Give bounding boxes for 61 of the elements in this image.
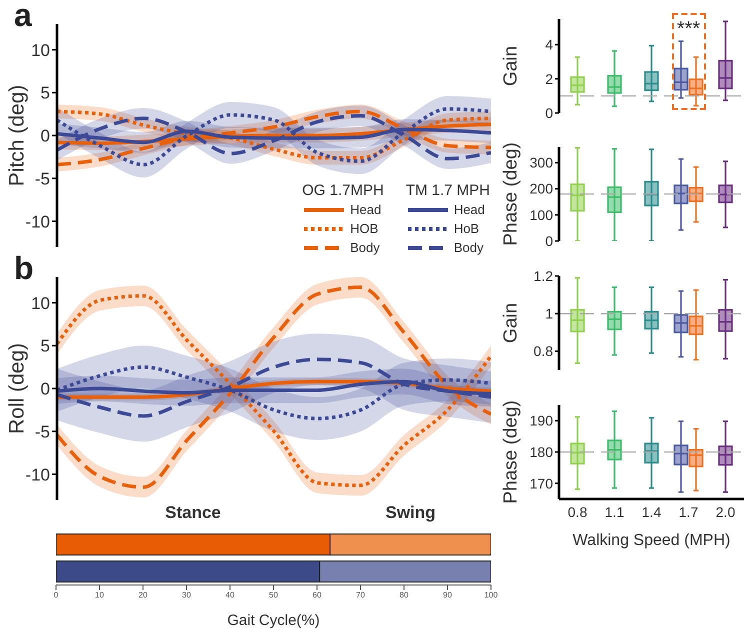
x-tick-label: 100 (484, 590, 498, 600)
text: Swing (384, 503, 437, 523)
legend-label: Head (454, 202, 485, 217)
legend-label: Body (454, 240, 484, 255)
y-tick-label: 0.8 (534, 343, 554, 360)
x-tick-label: 0 (54, 590, 59, 600)
y-axis-title: Roll (deg) (5, 342, 28, 434)
x-tick-label: 30 (182, 590, 192, 600)
legend-label: HOB (350, 221, 378, 236)
text: b (14, 250, 34, 286)
y-tick-label: 1 (545, 306, 554, 322)
legend-label: Body (350, 240, 380, 255)
x-tick-label: 10 (95, 590, 104, 600)
x-tick-label: 0.8 (568, 504, 588, 520)
y-tick-label: 0 (545, 104, 554, 121)
legend-label: HoB (454, 221, 480, 236)
y-tick-label: 0 (40, 126, 50, 146)
y-axis-title: Gain (500, 302, 522, 344)
text: a (14, 0, 32, 33)
y-tick-label: 1.2 (534, 268, 554, 284)
y-tick-label: 0 (40, 380, 50, 399)
x-tick-label: 1.1 (604, 504, 624, 520)
y-tick-label: 5 (40, 84, 50, 103)
y-tick-label: 10 (31, 40, 50, 60)
x-tick-label: 80 (400, 590, 409, 600)
x-tick-label: 40 (226, 590, 235, 600)
y-tick-label: 200 (530, 180, 554, 197)
y-tick-label: 2 (545, 70, 554, 87)
x-axis-title: Walking Speed (MPH) (572, 532, 730, 549)
x-tick-label: 70 (356, 590, 366, 600)
y-tick-label: 180 (530, 444, 554, 460)
x-tick-label: 90 (443, 590, 452, 600)
y-tick-label: 100 (530, 206, 554, 223)
y-tick-label: 300 (530, 154, 554, 171)
y-tick-label: -5 (34, 422, 50, 442)
text: TM 1.7 MPH (406, 182, 490, 199)
x-tick-label: 60 (312, 590, 322, 600)
y-tick-label: 0 (545, 232, 554, 249)
y-tick-label: 5 (40, 336, 50, 356)
text: OG 1.7MPH (302, 182, 384, 199)
y-tick-label: 170 (530, 475, 554, 492)
legend-label: Head (350, 202, 382, 217)
x-tick-label: 20 (138, 590, 148, 600)
y-axis-title: Phase (deg) (500, 400, 522, 504)
y-tick-label: -5 (34, 169, 50, 188)
y-axis-title: Gain (500, 46, 522, 86)
y-tick-label: 190 (530, 412, 554, 429)
y-tick-label: 10 (31, 294, 50, 313)
annotation: *** (676, 18, 702, 40)
x-tick-label: 1.7 (678, 504, 698, 520)
y-axis-title: Phase (deg) (500, 142, 522, 246)
y-tick-label: 4 (545, 36, 554, 53)
x-tick-label: 50 (269, 590, 278, 600)
x-axis-title: Gait Cycle(%) (227, 612, 320, 629)
y-tick-label: -10 (25, 465, 50, 484)
y-axis-title: Pitch (deg) (5, 84, 28, 186)
text: Stance (164, 503, 222, 523)
x-tick-label: 1.4 (642, 504, 662, 520)
y-tick-label: -10 (25, 212, 50, 232)
line-series (57, 358, 491, 418)
x-tick-label: 2.0 (716, 504, 736, 520)
